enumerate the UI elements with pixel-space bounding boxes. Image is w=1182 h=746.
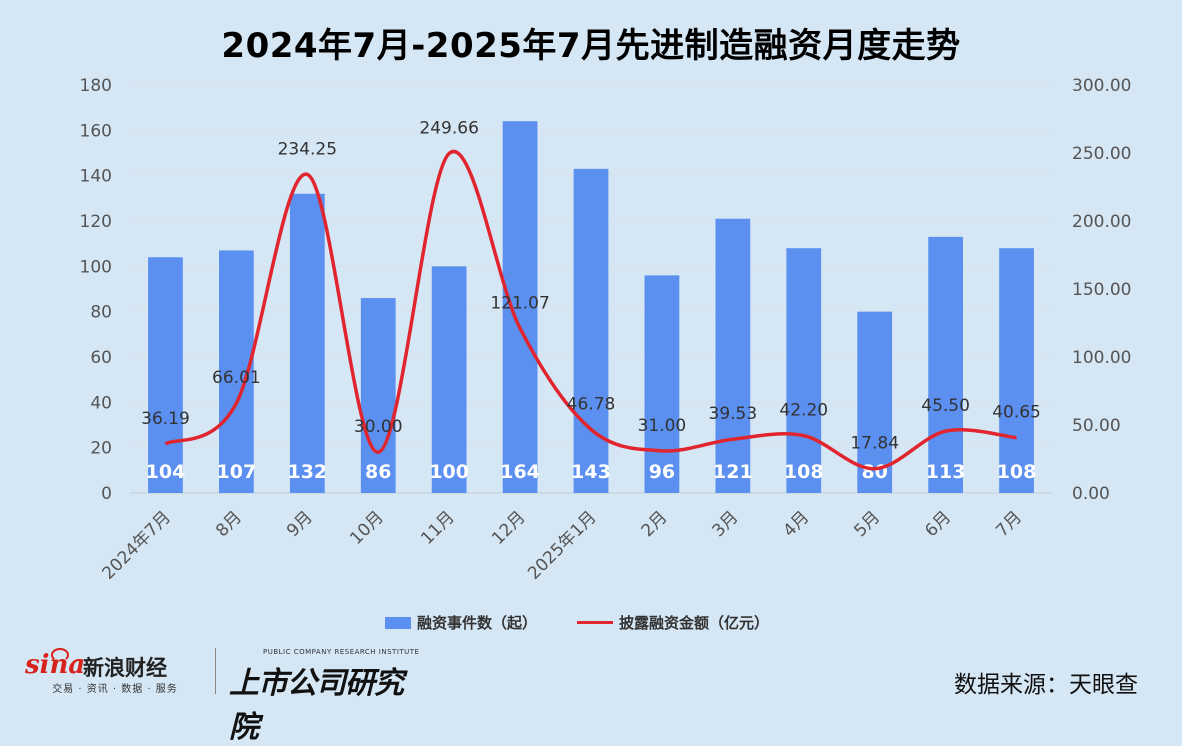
line-data-label: 31.00 — [638, 416, 687, 436]
y-tick-label: 160 — [80, 121, 112, 141]
y-tick-label: 80 — [90, 303, 112, 323]
y-tick-label: 120 — [80, 212, 112, 232]
bar — [289, 193, 325, 494]
bar-data-label: 164 — [500, 461, 540, 483]
line-data-label: 45.50 — [921, 396, 970, 416]
line-data-label: 39.53 — [709, 404, 758, 424]
combo-chart: 0 20 40 60 80 100 120 140 160 180 0.00 50.00 100.00 1… — [80, 76, 1132, 584]
line-data-label: 42.20 — [779, 401, 828, 421]
bar — [431, 266, 467, 493]
x-tick-label: 8月 — [212, 507, 246, 541]
x-tick-label: 10月 — [346, 507, 387, 548]
footer-divider — [215, 648, 216, 694]
line-data-label: 36.19 — [141, 409, 190, 429]
legend-line-swatch — [577, 621, 614, 624]
institute-logo: 上市公司研究院 — [229, 666, 404, 745]
bar — [148, 257, 183, 493]
y-tick-label: 100 — [80, 257, 112, 277]
bar-data-label: 80 — [861, 461, 887, 483]
x-tick-label: 5月 — [850, 507, 884, 541]
x-tick-label: 2月 — [638, 507, 672, 541]
x-tick-label: 3月 — [709, 507, 743, 541]
x-tick-label: 11月 — [417, 507, 458, 548]
bar-data-label: 143 — [571, 461, 611, 483]
sina-tagline: 交易 · 资讯 · 数据 · 服务 — [52, 684, 178, 695]
legend-line-label: 披露融资金额（亿元） — [619, 614, 770, 632]
line-data-label: 66.01 — [212, 368, 261, 388]
y2-tick-label: 200.00 — [1072, 212, 1131, 232]
y2-tick-label: 0.00 — [1072, 484, 1110, 504]
bar — [999, 248, 1034, 493]
sina-finance-name: 新浪财经 — [83, 656, 167, 680]
bar-data-label: 100 — [429, 461, 469, 483]
legend: 融资事件数（起） 披露融资金额（亿元） — [385, 612, 769, 633]
x-tick-label: 4月 — [779, 507, 813, 541]
footer-branding: sina 新浪财经 交易 · 资讯 · 数据 · 服务 PUBLIC COMPA… — [25, 648, 425, 745]
bar-data-label: 96 — [649, 461, 675, 483]
bar — [644, 275, 680, 493]
bar — [928, 236, 963, 493]
x-tick-label: 6月 — [921, 507, 955, 541]
x-tick-label: 9月 — [283, 507, 317, 541]
legend-bar-swatch — [385, 616, 411, 629]
y-tick-label: 40 — [90, 393, 112, 413]
institute-english-name: PUBLIC COMPANY RESEARCH INSTITUTE — [263, 648, 420, 656]
sina-eye-icon — [51, 648, 69, 662]
bar — [502, 121, 538, 494]
bar — [786, 248, 822, 493]
chart-title: 2024年7月-2025年7月先进制造融资月度走势 — [221, 26, 961, 66]
x-tick-label: 2025年1月 — [524, 507, 600, 583]
y-tick-label: 180 — [80, 76, 112, 96]
y2-tick-label: 100.00 — [1072, 348, 1131, 368]
bar-data-label: 104 — [146, 461, 186, 483]
line-data-label: 17.84 — [850, 434, 899, 454]
line-data-label: 40.65 — [992, 403, 1041, 423]
bar — [857, 311, 893, 493]
y2-tick-label: 300.00 — [1072, 76, 1131, 96]
chart-canvas: 2024年7月-2025年7月先进制造融资月度走势 0 20 40 60 80 100 12… — [25, 26, 1138, 745]
bar — [715, 218, 751, 493]
y-tick-label: 140 — [80, 167, 112, 187]
bar — [360, 298, 396, 493]
legend-bar-label: 融资事件数（起） — [417, 614, 538, 632]
bar-data-label: 108 — [784, 461, 824, 483]
line-data-label: 121.07 — [490, 293, 549, 313]
bar — [573, 168, 609, 493]
x-tick-label: 7月 — [992, 507, 1026, 541]
amount-line — [164, 149, 1017, 471]
line-data-label: 46.78 — [567, 394, 616, 414]
data-source: 数据来源：天眼查 — [954, 672, 1138, 698]
line-data-label: 234.25 — [278, 139, 337, 159]
bar-data-label: 132 — [287, 461, 327, 483]
bar-data-label: 86 — [365, 461, 391, 483]
y2-tick-label: 250.00 — [1072, 144, 1131, 164]
y-tick-label: 60 — [90, 348, 112, 368]
bar-data-label: 107 — [217, 461, 257, 483]
line-data-label: 249.66 — [419, 118, 478, 138]
y-tick-label: 0 — [101, 484, 112, 504]
line-data-label: 30.00 — [354, 417, 403, 437]
x-tick-label: 12月 — [488, 507, 529, 548]
bar-data-label: 108 — [997, 461, 1037, 483]
bar-data-label: 113 — [926, 461, 966, 483]
y2-tick-label: 50.00 — [1072, 416, 1121, 436]
y2-tick-label: 150.00 — [1072, 280, 1131, 300]
x-tick-label: 2024年7月 — [99, 507, 175, 583]
y-tick-label: 20 — [90, 439, 112, 459]
bar-data-label: 121 — [713, 461, 753, 483]
